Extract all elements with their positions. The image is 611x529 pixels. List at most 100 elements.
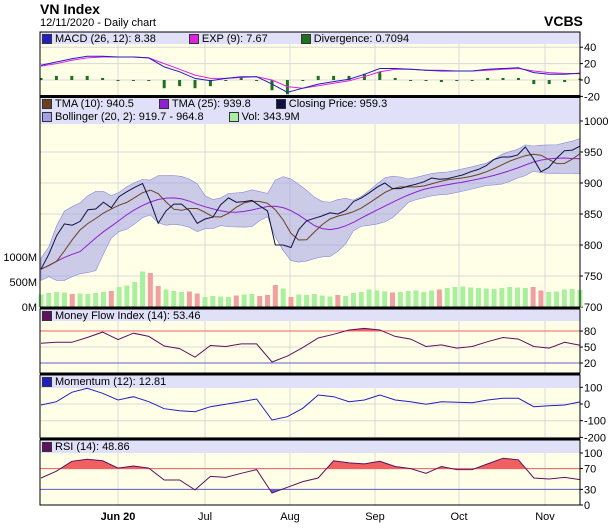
legend-label: Closing Price: 959.3 (288, 98, 388, 110)
main-tick-label: 800 (584, 240, 602, 252)
rsi-legend-band (40, 440, 580, 453)
rsi-line (40, 457, 581, 494)
chart-title: VN Index (40, 1, 100, 17)
volume-bar (265, 295, 271, 307)
volume-bar (366, 289, 372, 307)
divergence-bar (516, 77, 520, 80)
volume-bar (561, 289, 567, 307)
volume-bar (374, 290, 380, 307)
volume-bar (210, 296, 216, 307)
volume-bar (319, 295, 325, 307)
rsi-tick-label: 100 (584, 448, 602, 460)
main-tick-label: 1000 (584, 116, 608, 128)
volume-bar (491, 289, 497, 307)
legend-label: TMA (10): 940.5 (55, 98, 134, 110)
divergence-bar (563, 80, 567, 83)
volume-bar (507, 287, 513, 307)
volume-bar (311, 294, 317, 307)
volume-bar (522, 288, 528, 307)
volume-bar (225, 297, 231, 307)
main-legend-band (40, 97, 580, 124)
legend-swatch (42, 311, 52, 321)
volume-bar (46, 293, 52, 307)
divergence-bar (193, 80, 197, 89)
main-tick-label: 850 (584, 209, 602, 221)
macd-legend: MACD (26, 12): 8.38 EXP (9): 7.67 Divergen… (42, 33, 409, 45)
volume-bar (421, 292, 427, 307)
divergence-bar (270, 80, 274, 91)
volume-bar (530, 287, 536, 307)
volume-bar (296, 294, 302, 307)
volume-bar (257, 296, 263, 307)
macd-tick-label: 0 (584, 75, 590, 87)
volume-bar (38, 294, 44, 307)
main-tick-label: 700 (584, 302, 602, 314)
volume-bar (343, 296, 349, 307)
divergence-bar (316, 75, 320, 80)
volume-bar (108, 291, 114, 307)
chart-subtitle: 12/11/2020 - Daily chart (40, 17, 156, 29)
tma25-line (40, 157, 581, 270)
momentum-line (40, 387, 581, 421)
volume-tick-label: 500M (9, 277, 37, 289)
legend-label: Money Flow Index (14): 53.46 (55, 310, 201, 322)
volume-bar (538, 290, 544, 307)
volume-bar (155, 286, 161, 307)
volume-bar (163, 289, 169, 307)
closing-price-line (40, 145, 581, 270)
mfi-legend: Money Flow Index (14): 53.46 (42, 310, 201, 322)
volume-bar (218, 296, 224, 307)
divergence-bar (54, 75, 58, 80)
x-tick-label: Jul (198, 511, 212, 523)
mfi-overbought-area (345, 328, 383, 332)
x-tick-label: Nov (535, 511, 555, 523)
volume-bar (554, 291, 560, 307)
x-tick-label: Oct (450, 511, 467, 523)
main-tick-label: 950 (584, 147, 602, 159)
volume-bar (171, 291, 177, 307)
volume-bar (280, 288, 286, 307)
macd-line (40, 55, 581, 93)
rsi-tick-label: 30 (584, 484, 596, 496)
volume-bar (468, 287, 474, 307)
volume-bar (515, 287, 521, 307)
volume-bar (413, 290, 419, 307)
x-tick-label: Jun 20 (101, 511, 136, 523)
divergence-bar (239, 77, 243, 80)
legend-label: EXP (9): 7.67 (201, 33, 268, 45)
divergence-bar (547, 80, 551, 85)
divergence-bar (116, 80, 120, 81)
legend-label: Vol: 343.9M (241, 111, 300, 123)
mfi-line (40, 327, 581, 363)
volume-bar (85, 294, 91, 307)
divergence-bar (208, 80, 212, 87)
legend-swatch (158, 99, 169, 109)
volume-bar (288, 297, 294, 307)
volume-bar (54, 292, 60, 307)
divergence-bar (131, 80, 135, 81)
momentum-tick-label: -200 (584, 432, 606, 444)
legend-swatch (42, 377, 52, 387)
divergence-bar (378, 71, 382, 80)
momentum-tick-label: 100 (584, 382, 602, 394)
legend-swatch (42, 99, 52, 109)
x-tick-label: Sep (365, 511, 385, 523)
divergence-bar (470, 80, 474, 81)
legend-swatch (275, 99, 286, 109)
legend-label: Bollinger (20, 2): 919.7 - 964.8 (55, 111, 204, 123)
volume-bar (327, 296, 333, 307)
momentum-legend-band (40, 375, 580, 388)
volume-bar (350, 293, 356, 307)
brand-label: VCBS (544, 13, 583, 29)
divergence-bar (255, 80, 259, 81)
volume-bar (147, 273, 153, 307)
divergence-bar (424, 80, 428, 81)
legend-label: MACD (26, 12): 8.38 (55, 33, 156, 45)
momentum-legend: Momentum (12): 12.81 (42, 376, 166, 388)
volume-bar (140, 271, 146, 307)
volume-bar (483, 288, 489, 307)
divergence-bar (301, 80, 305, 81)
mfi-legend-band (40, 309, 580, 321)
rsi-legend: RSI (14): 48.86 (42, 441, 130, 453)
